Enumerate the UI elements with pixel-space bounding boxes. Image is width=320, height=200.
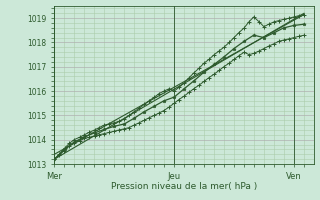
X-axis label: Pression niveau de la mer( hPa ): Pression niveau de la mer( hPa ) [111, 182, 257, 191]
